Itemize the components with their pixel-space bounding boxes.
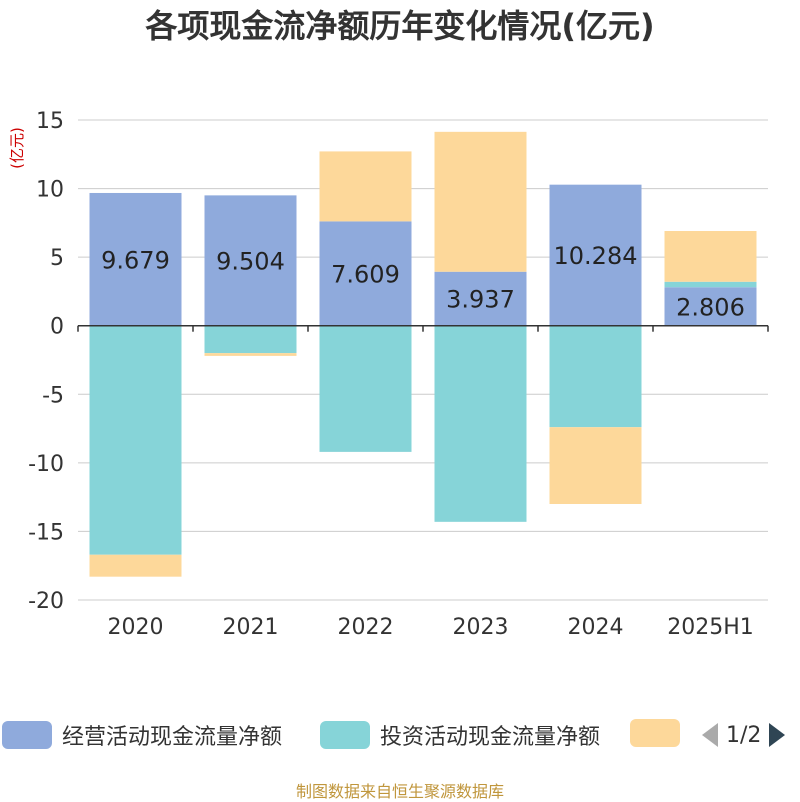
y-tick-label: 10 bbox=[36, 178, 64, 203]
bar-2020-s1 bbox=[89, 325, 182, 555]
legend-pager: 1/2 bbox=[700, 721, 787, 749]
bar-2021-s1 bbox=[204, 325, 297, 354]
y-tick-label: -10 bbox=[28, 452, 64, 477]
source-note: 制图数据来自恒生聚源数据库 bbox=[295, 782, 504, 801]
legend-swatch-operating bbox=[2, 721, 52, 749]
bar-2021-s2 bbox=[204, 353, 297, 356]
bar-2023-s0 bbox=[434, 271, 527, 326]
y-tick-label: -15 bbox=[28, 520, 64, 545]
x-tick-label: 2024 bbox=[568, 615, 624, 640]
legend-item-third[interactable] bbox=[630, 719, 680, 747]
data-label: 3.937 bbox=[446, 286, 515, 314]
y-tick-label: 0 bbox=[50, 315, 64, 340]
y-tick-label: 5 bbox=[50, 246, 64, 271]
legend-swatch-third bbox=[630, 719, 680, 747]
bar-2025H1-s0 bbox=[664, 287, 757, 326]
bar-2025H1-s2 bbox=[664, 231, 757, 282]
bar-2024-s2 bbox=[549, 427, 642, 504]
bar-2020-s0 bbox=[89, 192, 182, 326]
y-tick-label: 15 bbox=[36, 109, 64, 134]
bar-2022-s1 bbox=[319, 325, 412, 452]
bar-2023-s2 bbox=[434, 131, 527, 272]
data-label: 7.609 bbox=[331, 261, 400, 289]
legend-swatch-investing bbox=[320, 721, 370, 749]
x-tick-label: 2025H1 bbox=[667, 615, 754, 640]
x-tick-label: 2023 bbox=[453, 615, 509, 640]
legend-item-operating[interactable]: 经营活动现金流量净额 bbox=[2, 719, 282, 751]
x-tick-label: 2020 bbox=[108, 615, 164, 640]
legend-item-investing[interactable]: 投资活动现金流量净额 bbox=[320, 719, 600, 751]
legend-label-investing: 投资活动现金流量净额 bbox=[380, 725, 601, 750]
chart-plot: 15 10 5 0 -5 -10 -15 -20 (亿元) 9.679 9.504 7.609 3.93… bbox=[8, 109, 769, 640]
next-page-icon[interactable] bbox=[767, 721, 787, 749]
data-label: 2.806 bbox=[676, 293, 745, 321]
bar-2021-s0 bbox=[204, 195, 297, 326]
bar-2024-s0 bbox=[549, 184, 642, 326]
data-label: 10.284 bbox=[554, 242, 638, 270]
chart-title: 各项现金流净额历年变化情况(亿元) bbox=[145, 7, 655, 45]
legend: 经营活动现金流量净额 投资活动现金流量净额 1/2 bbox=[0, 715, 800, 755]
data-label: 9.679 bbox=[101, 246, 170, 274]
bar-2022-s2 bbox=[319, 151, 412, 222]
x-tick-label: 2021 bbox=[223, 615, 279, 640]
bar-2024-s1 bbox=[549, 325, 642, 428]
bar-2025H1-s1 bbox=[664, 281, 757, 288]
legend-page-indicator: 1/2 bbox=[726, 722, 762, 748]
y-tick-label: -20 bbox=[28, 589, 64, 614]
prev-page-icon[interactable] bbox=[700, 721, 720, 749]
data-label: 9.504 bbox=[216, 248, 285, 276]
bar-2023-s1 bbox=[434, 325, 527, 522]
x-tick-label: 2022 bbox=[338, 615, 394, 640]
bar-2020-s2 bbox=[89, 554, 182, 577]
y-tick-label: -5 bbox=[42, 383, 64, 408]
y-axis-label: (亿元) bbox=[8, 127, 26, 169]
bar-2022-s0 bbox=[319, 221, 412, 326]
legend-label-operating: 经营活动现金流量净额 bbox=[62, 725, 283, 750]
